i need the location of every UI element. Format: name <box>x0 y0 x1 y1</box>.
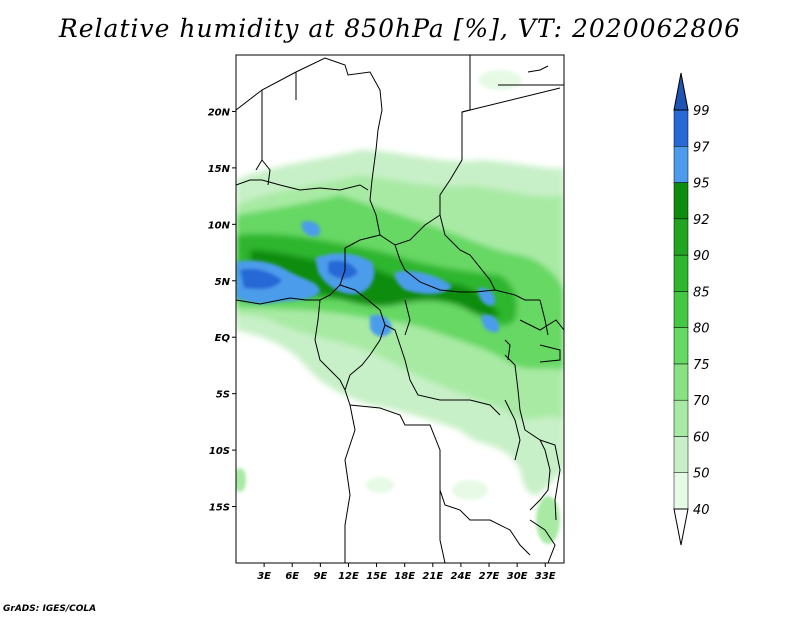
latitude-axis: 20N 15N 10N 5N EQ 5S 10S 15S <box>208 107 236 514</box>
rh-97-patch <box>394 270 452 295</box>
rh-95-region <box>250 250 500 318</box>
lon-tick-label: 33E <box>535 571 556 582</box>
colorbar-top-arrow <box>673 72 689 111</box>
colorbar-label: 92 <box>693 213 710 228</box>
rh-99-patch <box>328 260 358 279</box>
colorbar-box <box>673 109 689 147</box>
colorbar-label: 99 <box>693 104 710 119</box>
credit-label: GrADS: IGES/COLA <box>3 604 97 614</box>
colorbar-box <box>673 291 689 328</box>
rh-97-patch <box>478 287 496 306</box>
colorbar-bottom-arrow <box>673 508 689 546</box>
colorbar-label: 75 <box>693 358 710 373</box>
lon-tick-label: 30E <box>507 571 528 582</box>
colorbar-label: 80 <box>693 322 710 337</box>
lon-tick-label: 9E <box>313 571 327 582</box>
humidity-field <box>236 55 564 563</box>
lat-tick-label: 10N <box>208 220 231 231</box>
colorbar-box <box>673 399 689 437</box>
rh-60-patch <box>536 496 560 544</box>
colorbar-label: 95 <box>693 177 710 192</box>
rh-60-patch <box>236 468 246 492</box>
colorbar-box <box>673 436 689 473</box>
lat-tick-label: 20N <box>208 107 231 118</box>
lat-tick-label: 10S <box>209 446 230 457</box>
lon-tick-label: 12E <box>338 571 359 582</box>
colorbar-box <box>673 146 689 183</box>
lon-tick-label: 21E <box>422 571 443 582</box>
rh-97-patch <box>481 314 500 333</box>
rh-97-patch <box>370 314 392 337</box>
colorbar-box <box>673 182 689 220</box>
rh-50-patch <box>478 70 522 90</box>
colorbar-label: 40 <box>693 503 710 518</box>
colorbar-label: 60 <box>693 430 710 445</box>
lat-tick-label: 5N <box>215 277 231 288</box>
rh-99-patch <box>240 268 282 290</box>
colorbar-label: 97 <box>693 140 710 155</box>
colorbar-label: 50 <box>693 467 710 482</box>
map-frame <box>235 54 565 564</box>
lon-tick-label: 27E <box>479 571 500 582</box>
lat-tick-label: 5S <box>216 390 230 401</box>
lon-tick-label: 15E <box>366 571 387 582</box>
lat-tick-label: 15N <box>208 164 231 175</box>
rh-50-patch <box>452 480 488 500</box>
colorbar-box <box>673 254 689 292</box>
colorbar: 40 50 60 70 75 80 85 90 92 95 97 99 <box>673 72 710 546</box>
lat-tick-label: EQ <box>215 333 231 344</box>
colorbar-box <box>673 363 689 401</box>
map-title: Relative humidity at 850hPa [%], VT: 202… <box>58 14 742 43</box>
longitude-axis: 3E 6E 9E 12E 15E 18E 21E 24E 27E 30E 33E <box>257 563 556 582</box>
rh-50-patch <box>366 477 394 493</box>
lon-tick-label: 24E <box>451 571 472 582</box>
colorbar-label: 90 <box>693 249 710 264</box>
rh-97-patch <box>301 221 321 237</box>
lat-tick-label: 15S <box>209 503 230 514</box>
colorbar-box <box>673 327 689 365</box>
lon-tick-label: 3E <box>257 571 271 582</box>
colorbar-label: 85 <box>693 285 710 300</box>
colorbar-box <box>673 218 689 256</box>
country-boundaries <box>236 55 564 563</box>
colorbar-label: 70 <box>693 394 710 409</box>
colorbar-box <box>673 472 689 510</box>
lon-tick-label: 6E <box>285 571 299 582</box>
lon-tick-label: 18E <box>394 571 415 582</box>
